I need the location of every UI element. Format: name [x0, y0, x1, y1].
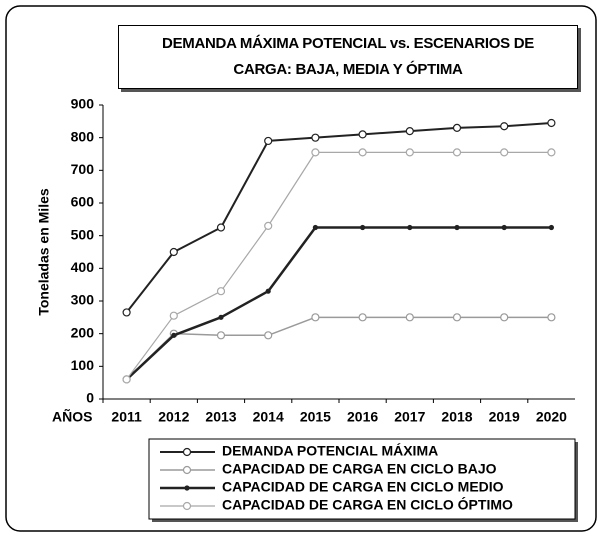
x-tick-label: 2013 [205, 409, 236, 425]
marker [407, 224, 413, 231]
x-tick-label: 2012 [158, 409, 189, 425]
legend-label: CAPACIDAD DE CARGA EN CICLO MEDIO [222, 479, 504, 495]
y-tick-label: 600 [71, 194, 95, 210]
marker [500, 313, 509, 322]
series-line [125, 121, 552, 314]
marker [265, 288, 271, 294]
marker [311, 148, 320, 157]
marker [218, 314, 224, 320]
y-tick-label: 300 [71, 292, 95, 308]
marker [182, 465, 192, 475]
marker [452, 148, 462, 157]
y-tick-label: 500 [71, 226, 95, 242]
marker [216, 223, 226, 232]
x-axis-label: AÑOS [52, 408, 92, 425]
marker [184, 485, 190, 491]
series-line [126, 316, 552, 380]
legend-label: CAPACIDAD DE CARGA EN CICLO ÓPTIMO [222, 496, 513, 513]
marker [405, 148, 414, 157]
marker [500, 148, 509, 157]
x-tick-label: 2018 [441, 409, 472, 425]
legend-label: DEMANDA POTENCIAL MÁXIMA [222, 443, 438, 459]
x-tick-label: 2011 [111, 409, 142, 425]
marker [216, 287, 226, 296]
x-tick-label: 2015 [300, 409, 331, 425]
legend-box [148, 438, 576, 520]
marker [452, 123, 462, 132]
y-tick-label: 800 [71, 128, 95, 144]
series-line [126, 151, 552, 380]
marker [547, 148, 556, 157]
y-tick-label: 200 [71, 324, 95, 340]
marker [500, 122, 509, 131]
legend-label: CAPACIDAD DE CARGA EN CICLO BAJO [222, 461, 497, 477]
marker [171, 332, 177, 338]
y-tick-label: 900 [71, 96, 95, 112]
marker [358, 148, 367, 157]
marker [182, 447, 192, 457]
y-tick-label: 0 [86, 390, 94, 406]
marker [547, 313, 556, 322]
marker [358, 130, 367, 139]
series-line [125, 226, 552, 381]
x-tick-label: 2014 [253, 409, 284, 425]
marker [501, 224, 507, 231]
marker [311, 313, 320, 322]
chart-title: DEMANDA MÁXIMA POTENCIAL vs. ESCENARIOS … [162, 35, 534, 78]
x-tick-label: 2017 [394, 409, 425, 425]
marker [358, 313, 367, 322]
marker [312, 224, 318, 231]
y-tick-label: 100 [71, 357, 95, 373]
marker [264, 331, 273, 340]
marker [311, 133, 320, 142]
marker [405, 127, 414, 136]
marker [216, 331, 226, 340]
marker [452, 313, 462, 322]
y-axis-label: Toneladas en Miles [36, 188, 52, 316]
x-tick-label: 2019 [489, 409, 520, 425]
marker [182, 501, 192, 511]
marker [547, 118, 556, 128]
marker [405, 313, 414, 322]
marker [454, 224, 460, 231]
marker [169, 311, 178, 320]
marker [264, 221, 273, 230]
marker [169, 247, 178, 257]
y-tick-label: 700 [71, 161, 95, 177]
x-tick-label: 2020 [536, 409, 567, 425]
marker [122, 308, 131, 317]
x-tick-label: 2016 [347, 409, 378, 425]
frame [5, 5, 597, 532]
marker [122, 375, 131, 384]
marker [264, 136, 273, 146]
y-tick-label: 400 [71, 259, 95, 275]
marker [360, 224, 366, 231]
marker [548, 224, 555, 231]
title-box: DEMANDA MÁXIMA POTENCIAL vs. ESCENARIOS … [118, 25, 578, 89]
